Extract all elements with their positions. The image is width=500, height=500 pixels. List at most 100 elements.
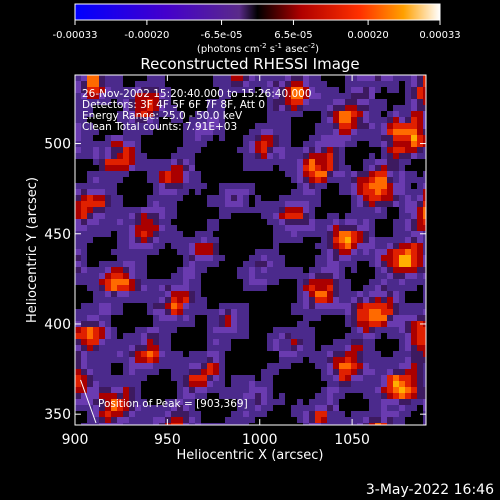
heatmap-cell xyxy=(381,219,387,225)
heatmap-cell xyxy=(123,177,129,183)
heatmap-cell xyxy=(267,105,273,111)
heatmap-cell xyxy=(201,399,207,405)
heatmap-cell xyxy=(213,147,219,153)
heatmap-cell xyxy=(111,129,117,135)
heatmap-cell xyxy=(261,255,267,261)
heatmap-cell xyxy=(189,423,195,425)
heatmap-cell xyxy=(303,135,309,141)
heatmap-cell xyxy=(423,165,426,171)
heatmap-cell xyxy=(321,279,327,285)
heatmap-cell xyxy=(393,153,399,159)
heatmap-cell xyxy=(135,417,141,423)
heatmap-cell xyxy=(141,213,147,219)
heatmap-cell xyxy=(87,315,93,321)
heatmap-cell xyxy=(171,405,177,411)
heatmap-cell xyxy=(81,237,87,243)
heatmap-cell xyxy=(171,87,177,93)
heatmap-cell xyxy=(147,189,153,195)
heatmap-cell xyxy=(369,177,375,183)
heatmap-cell xyxy=(75,189,81,195)
heatmap-cell xyxy=(105,219,111,225)
heatmap-cell xyxy=(249,195,255,201)
heatmap-cell xyxy=(75,333,81,339)
heatmap-cell xyxy=(393,189,399,195)
heatmap-cell xyxy=(177,183,183,189)
heatmap-cell xyxy=(135,405,141,411)
heatmap-cell xyxy=(237,333,243,339)
heatmap-cell xyxy=(405,189,411,195)
heatmap-cell xyxy=(375,399,381,405)
heatmap-cell xyxy=(141,201,147,207)
heatmap-cell xyxy=(249,255,255,261)
heatmap-cell xyxy=(123,357,129,363)
heatmap-cell xyxy=(129,81,135,87)
heatmap-cell xyxy=(327,87,333,93)
heatmap-cell xyxy=(225,261,231,267)
heatmap-cell xyxy=(117,333,123,339)
heatmap-cell xyxy=(93,165,99,171)
heatmap-cell xyxy=(81,297,87,303)
heatmap-cell xyxy=(87,303,93,309)
heatmap-cell xyxy=(111,93,117,99)
heatmap-cell xyxy=(351,165,357,171)
heatmap-cell xyxy=(321,351,327,357)
heatmap-cell xyxy=(147,417,153,423)
heatmap-cell xyxy=(123,339,129,345)
heatmap-cell xyxy=(405,129,411,135)
heatmap-cell xyxy=(87,219,93,225)
heatmap-cell xyxy=(117,345,123,351)
heatmap-cell xyxy=(399,87,405,93)
heatmap-cell xyxy=(297,237,303,243)
heatmap-cell xyxy=(249,405,255,411)
heatmap-cell xyxy=(417,297,423,303)
heatmap-cell xyxy=(159,75,165,81)
heatmap-cell xyxy=(99,297,105,303)
heatmap-cell xyxy=(231,285,237,291)
heatmap-cell xyxy=(297,291,303,297)
heatmap-cell xyxy=(141,249,147,255)
heatmap-cell xyxy=(219,99,225,105)
heatmap-cell xyxy=(105,363,111,369)
heatmap-cell xyxy=(255,261,261,267)
heatmap-cell xyxy=(393,387,399,393)
heatmap-cell xyxy=(195,297,201,303)
heatmap-cell xyxy=(351,411,357,417)
heatmap-cell xyxy=(81,291,87,297)
heatmap-cell xyxy=(93,327,99,333)
colorbar-tick-label: -0.00020 xyxy=(124,30,169,41)
heatmap-cell xyxy=(171,357,177,363)
heatmap-cell xyxy=(375,393,381,399)
heatmap-cell xyxy=(387,147,393,153)
heatmap-cell xyxy=(327,171,333,177)
heatmap-cell xyxy=(105,261,111,267)
heatmap-cell xyxy=(369,375,375,381)
heatmap-cell xyxy=(165,345,171,351)
heatmap-cell xyxy=(399,201,405,207)
heatmap-cell xyxy=(141,225,147,231)
heatmap-cell xyxy=(399,219,405,225)
heatmap-cell xyxy=(117,165,123,171)
heatmap-cell xyxy=(87,129,93,135)
heatmap-cell xyxy=(201,309,207,315)
heatmap-cell xyxy=(117,81,123,87)
heatmap-cell xyxy=(87,279,93,285)
heatmap-cell xyxy=(249,177,255,183)
heatmap-cell xyxy=(327,201,333,207)
heatmap-cell xyxy=(297,117,303,123)
heatmap-cell xyxy=(135,195,141,201)
heatmap-cell xyxy=(273,105,279,111)
heatmap-cell xyxy=(165,405,171,411)
heatmap-cell xyxy=(357,285,363,291)
heatmap-cell xyxy=(381,177,387,183)
heatmap-cell xyxy=(105,147,111,153)
heatmap-cell xyxy=(255,159,261,165)
heatmap-cell xyxy=(393,333,399,339)
heatmap-cell xyxy=(213,225,219,231)
colorbar-gradient xyxy=(74,3,441,21)
heatmap-cell xyxy=(363,405,369,411)
heatmap-cell xyxy=(375,177,381,183)
heatmap-cell xyxy=(141,267,147,273)
heatmap-cell xyxy=(291,339,297,345)
heatmap-cell xyxy=(327,279,333,285)
